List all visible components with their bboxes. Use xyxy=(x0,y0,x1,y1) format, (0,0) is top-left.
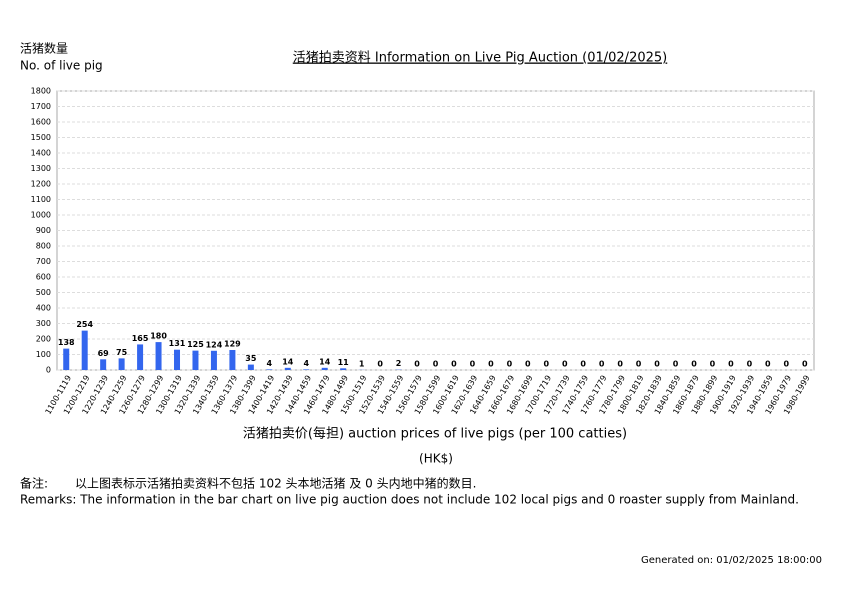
value-label: 0 xyxy=(507,360,513,369)
value-label: 0 xyxy=(599,360,605,369)
remarks-en: Remarks: The information in the bar char… xyxy=(20,493,799,507)
bar xyxy=(81,330,88,370)
y-tick-label: 1500 xyxy=(31,133,51,142)
bar xyxy=(284,367,291,370)
value-label: 0 xyxy=(784,360,790,369)
value-label: 4 xyxy=(303,359,309,368)
y-tick-label: 300 xyxy=(36,319,51,328)
y-tick-label: 1400 xyxy=(31,149,51,158)
bar xyxy=(63,348,70,370)
y-tick-label: 200 xyxy=(36,335,51,344)
value-label: 165 xyxy=(132,334,149,343)
value-label: 125 xyxy=(187,340,204,349)
value-label: 0 xyxy=(414,360,420,369)
value-label: 0 xyxy=(470,360,476,369)
value-label: 124 xyxy=(206,340,223,349)
value-label: 0 xyxy=(802,360,808,369)
y-tick-label: 1100 xyxy=(31,195,51,204)
value-label: 0 xyxy=(580,360,586,369)
bar xyxy=(192,350,199,370)
value-label: 0 xyxy=(488,360,494,369)
value-label: 0 xyxy=(543,360,549,369)
value-label: 1 xyxy=(359,359,365,368)
value-label: 75 xyxy=(116,348,128,357)
value-label: 138 xyxy=(58,338,75,347)
y-tick-label: 100 xyxy=(36,350,51,359)
value-label: 0 xyxy=(765,360,771,369)
value-label: 2 xyxy=(396,359,402,368)
value-label: 180 xyxy=(150,332,167,341)
chart-title: 活猪拍卖资料 Information on Live Pig Auction (… xyxy=(293,51,667,66)
y-label-zh: 活猪数量 xyxy=(20,41,68,56)
bar xyxy=(340,368,347,370)
value-label: 11 xyxy=(338,358,350,367)
bar xyxy=(247,364,254,370)
value-label: 14 xyxy=(282,357,294,366)
value-label: 0 xyxy=(691,360,697,369)
bar xyxy=(229,350,236,370)
y-tick-label: 500 xyxy=(36,288,51,297)
y-tick-label: 1700 xyxy=(31,102,51,111)
value-label: 0 xyxy=(451,360,457,369)
plot-frame xyxy=(56,90,815,371)
bar xyxy=(118,358,125,370)
value-label: 254 xyxy=(76,320,93,329)
value-label: 129 xyxy=(224,340,241,349)
generated: Generated on: 01/02/2025 18:00:00 xyxy=(641,555,822,566)
bar xyxy=(174,349,181,370)
bar xyxy=(266,369,273,370)
y-tick-label: 700 xyxy=(36,257,51,266)
bar xyxy=(210,350,217,370)
bar xyxy=(321,367,328,370)
value-label: 0 xyxy=(525,360,531,369)
remarks-zh-head: 备注: xyxy=(20,476,48,491)
bar xyxy=(100,359,107,370)
y-label-en: No. of live pig xyxy=(20,59,103,73)
y-tick-label: 1300 xyxy=(31,164,51,173)
x-label: 活猪拍卖价(每担) auction prices of live pigs (p… xyxy=(243,426,627,442)
value-label: 131 xyxy=(169,339,186,348)
bar xyxy=(137,344,144,370)
x-unit: (HK$) xyxy=(419,452,453,466)
value-label: 0 xyxy=(654,360,660,369)
remarks-zh: 以上图表标示活猪拍卖资料不包括 102 头本地活猪 及 0 头内地中猪的数目. xyxy=(75,476,476,491)
y-tick-label: 600 xyxy=(36,273,51,282)
y-tick-label: 800 xyxy=(36,242,51,251)
value-label: 0 xyxy=(617,360,623,369)
bar xyxy=(155,342,162,370)
value-label: 0 xyxy=(433,360,439,369)
y-tick-label: 400 xyxy=(36,304,51,313)
y-tick-label: 0 xyxy=(46,366,51,375)
value-label: 35 xyxy=(245,354,257,363)
y-tick-label: 1200 xyxy=(31,180,51,189)
value-label: 0 xyxy=(728,360,734,369)
value-label: 0 xyxy=(747,360,753,369)
y-tick-label: 900 xyxy=(36,226,51,235)
y-tick-label: 1600 xyxy=(31,118,51,127)
value-label: 14 xyxy=(319,357,331,366)
value-label: 0 xyxy=(636,360,642,369)
value-label: 4 xyxy=(267,359,273,368)
value-label: 69 xyxy=(98,349,110,358)
y-tick-label: 1000 xyxy=(31,211,51,220)
value-label: 0 xyxy=(673,360,679,369)
y-tick-label: 1800 xyxy=(31,87,51,96)
value-label: 0 xyxy=(377,360,383,369)
value-label: 0 xyxy=(562,360,568,369)
value-label: 0 xyxy=(710,360,716,369)
bar xyxy=(303,369,310,370)
